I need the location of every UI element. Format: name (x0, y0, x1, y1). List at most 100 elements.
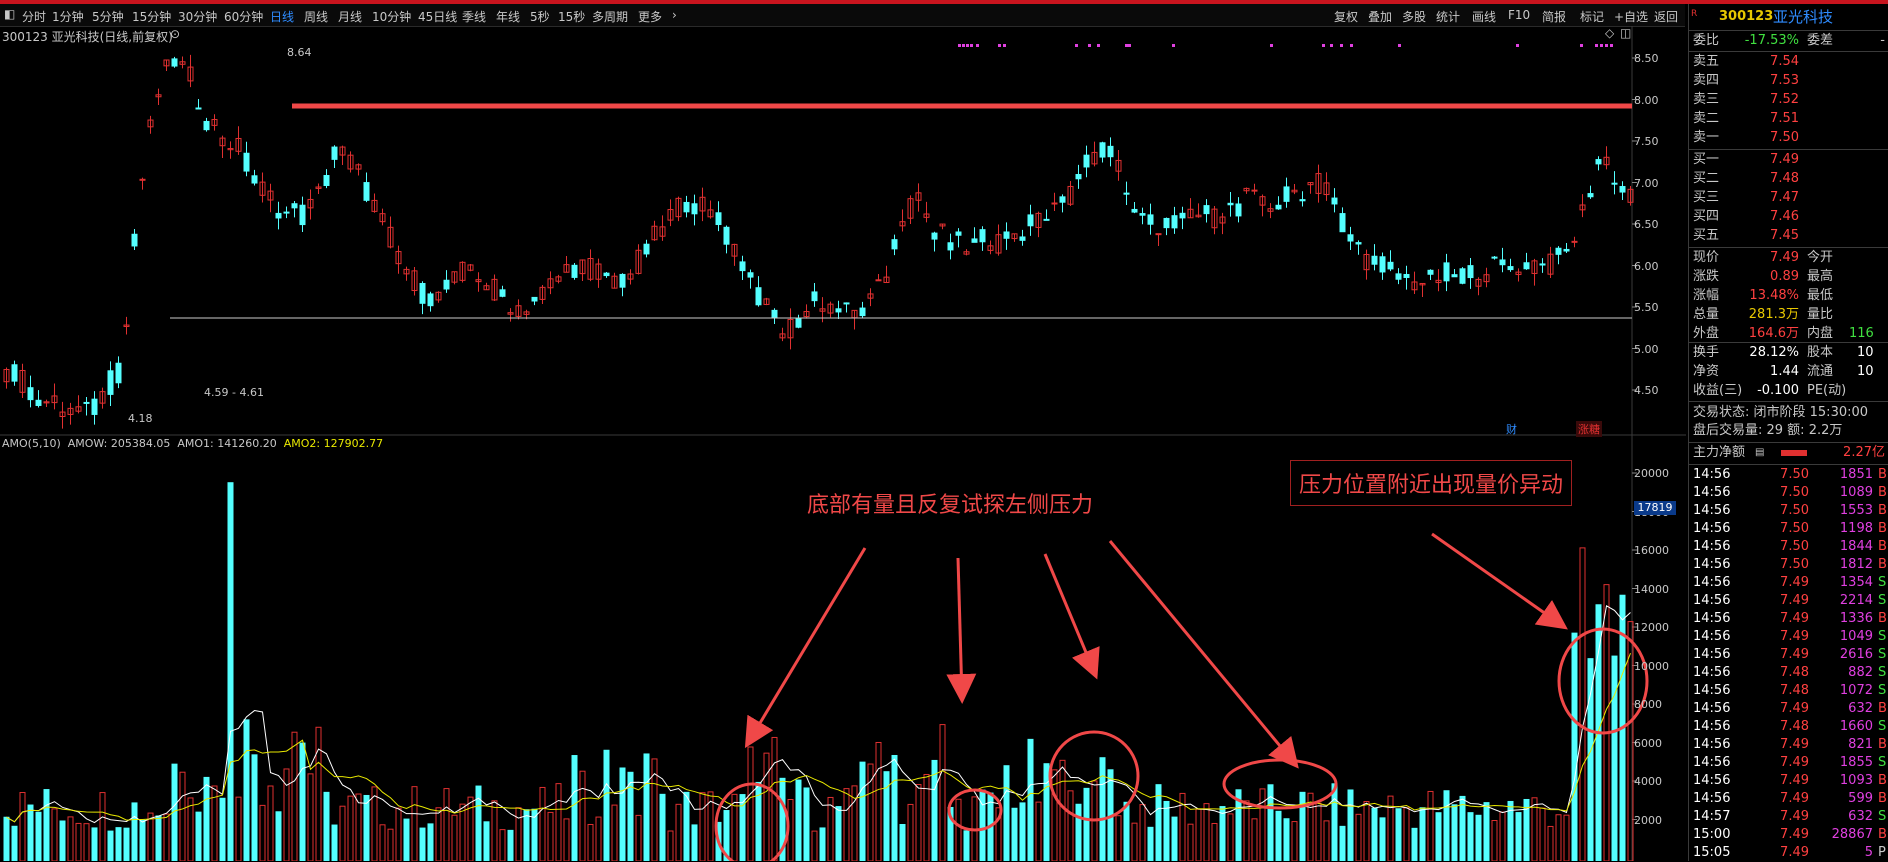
bid-price: 7.48 (1770, 171, 1799, 186)
toolbar-right-8[interactable]: +自选 (1614, 10, 1649, 24)
stat-label-2: 今开 (1807, 250, 1834, 265)
stat-row: 现价 7.49 今开 (1689, 249, 1888, 267)
tick-row: 14:56 7.49 2616 S (1689, 646, 1888, 664)
period-tab-3[interactable]: 15分钟 (132, 10, 172, 24)
period-tab-16[interactable]: 更多 (638, 10, 663, 24)
toolbar-right-9[interactable]: 返回 (1654, 10, 1679, 24)
period-tab-6[interactable]: 日线 (270, 10, 295, 24)
tick-time: 14:56 (1693, 575, 1731, 590)
period-tab-15[interactable]: 多周期 (592, 10, 629, 24)
menu-icon[interactable]: ▤ (1755, 447, 1765, 458)
bid-row[interactable]: 买一 7.49 (1689, 151, 1888, 169)
toolbar-right-3[interactable]: 统计 (1436, 10, 1461, 24)
range-label: 4.59 - 4.61 (204, 386, 264, 399)
tick-volume: 1336 (1839, 611, 1873, 626)
period-tab-14[interactable]: 15秒 (558, 10, 586, 24)
mainforce-label: 主力净额 (1693, 445, 1746, 460)
ask-label: 卖五 (1693, 54, 1720, 69)
tick-side: B (1878, 521, 1887, 536)
tick-price: 7.49 (1780, 791, 1809, 806)
toolbar-right-4[interactable]: 画线 (1472, 10, 1497, 24)
stat-label-2: PE(动) (1807, 383, 1847, 398)
bid-row[interactable]: 买二 7.48 (1689, 170, 1888, 188)
amow-value: AMOW: 205384.05 (67, 437, 171, 450)
tick-price: 7.49 (1780, 611, 1809, 626)
tick-price: 7.49 (1780, 629, 1809, 644)
stat-row: 总量 281.3万 量比 (1689, 306, 1888, 324)
chevron-right-icon[interactable]: › (672, 8, 677, 22)
ask-row[interactable]: 卖四 7.53 (1689, 72, 1888, 90)
tick-price: 7.49 (1780, 827, 1809, 842)
weibi-label: 委比 (1693, 33, 1720, 48)
diamond-icon[interactable]: ◇ (1605, 26, 1615, 40)
ask-row[interactable]: 卖一 7.50 (1689, 129, 1888, 147)
tick-side: B (1878, 611, 1887, 626)
period-tab-9[interactable]: 10分钟 (372, 10, 412, 24)
tick-price: 7.50 (1780, 503, 1809, 518)
tick-time: 14:56 (1693, 503, 1731, 518)
ask-row[interactable]: 卖五 7.54 (1689, 53, 1888, 71)
stock-name[interactable]: 亚光科技 (1773, 8, 1834, 26)
tick-volume: 1851 (1839, 467, 1873, 482)
tick-price: 7.50 (1780, 521, 1809, 536)
toolbar-right-1[interactable]: 叠加 (1368, 10, 1393, 24)
bid-row[interactable]: 买四 7.46 (1689, 208, 1888, 226)
indicator-name[interactable]: AMO(5,10) (2, 437, 61, 450)
period-tab-5[interactable]: 60分钟 (224, 10, 264, 24)
bid-label: 买三 (1693, 190, 1720, 205)
tick-time: 14:56 (1693, 719, 1731, 734)
sidebar-toggle-icon[interactable]: ◧ (4, 7, 16, 21)
bid-row[interactable]: 买三 7.47 (1689, 189, 1888, 207)
stat-label-2: 内盘 (1807, 326, 1834, 341)
volume-tick-label: 14000 (1634, 582, 1669, 596)
toolbar-right-7[interactable]: 标记 (1580, 10, 1605, 24)
period-tab-8[interactable]: 月线 (338, 10, 363, 24)
finance-badge[interactable]: 财 (1506, 423, 1517, 436)
mainforce-bar (1781, 450, 1807, 456)
ask-row[interactable]: 卖二 7.51 (1689, 110, 1888, 128)
tick-side: B (1878, 557, 1887, 572)
limit-up-badge[interactable]: 涨糖 (1576, 421, 1602, 437)
tick-row: 14:56 7.50 1844 B (1689, 538, 1888, 556)
tick-price: 7.48 (1780, 683, 1809, 698)
tick-price: 7.50 (1780, 467, 1809, 482)
bid-label: 买五 (1693, 228, 1720, 243)
tick-time: 15:00 (1693, 827, 1731, 842)
toolbar-right-2[interactable]: 多股 (1402, 10, 1427, 24)
bid-row[interactable]: 买五 7.45 (1689, 227, 1888, 245)
stock-code: 300123 (1719, 9, 1774, 24)
bid-label: 买四 (1693, 209, 1720, 224)
ask-price: 7.50 (1770, 130, 1799, 145)
mainforce-value: 2.27亿 (1843, 445, 1885, 460)
tick-price: 7.48 (1780, 719, 1809, 734)
period-tab-11[interactable]: 季线 (462, 10, 487, 24)
volume-tick-label: 2000 (1634, 813, 1662, 827)
tick-time: 14:57 (1693, 809, 1731, 824)
period-tab-13[interactable]: 5秒 (530, 10, 550, 24)
period-tab-0[interactable]: 分时 (22, 10, 47, 24)
period-tab-12[interactable]: 年线 (496, 10, 521, 24)
toolbar-right-6[interactable]: 简报 (1542, 10, 1567, 24)
tick-price: 7.49 (1780, 737, 1809, 752)
toolbar-right-0[interactable]: 复权 (1334, 10, 1359, 24)
tick-price: 7.49 (1780, 773, 1809, 788)
kline-chart[interactable] (0, 26, 1686, 861)
window-toggle-icon[interactable]: ◫ (1620, 26, 1632, 40)
period-tab-2[interactable]: 5分钟 (92, 10, 124, 24)
stat-label: 净资 (1693, 364, 1720, 379)
stat-label: 收益(三) (1693, 383, 1743, 398)
ask-row[interactable]: 卖三 7.52 (1689, 91, 1888, 109)
tick-price: 7.48 (1780, 665, 1809, 680)
tick-time: 14:56 (1693, 485, 1731, 500)
tick-side: B (1878, 737, 1887, 752)
period-tab-1[interactable]: 1分钟 (52, 10, 84, 24)
period-tab-4[interactable]: 30分钟 (178, 10, 218, 24)
period-tab-7[interactable]: 周线 (304, 10, 329, 24)
chevron-down-icon[interactable]: ⊙ (170, 27, 181, 41)
tick-row: 14:56 7.49 2214 S (1689, 592, 1888, 610)
period-tab-10[interactable]: 45日线 (418, 10, 458, 24)
period-toolbar: ◧ 分时 1分钟 5分钟 15分钟 30分钟 60分钟 日线 周线 月线 10分钟 45日线 季线 年线… (0, 4, 1685, 27)
volume-tick-label: 20000 (1634, 467, 1669, 480)
tick-volume: 1812 (1839, 557, 1873, 572)
toolbar-right-5[interactable]: F10 (1508, 8, 1531, 22)
